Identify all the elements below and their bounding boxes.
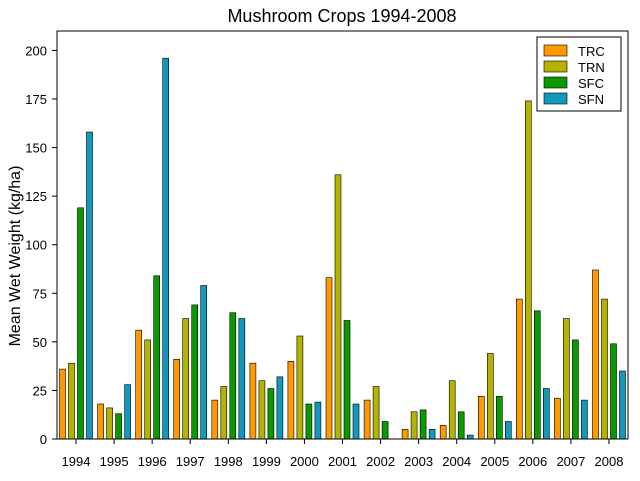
bar-sfn-1997 bbox=[200, 285, 207, 440]
bar-sfc-2006 bbox=[533, 310, 541, 440]
bar-sfc-2005 bbox=[495, 395, 503, 440]
chart-title: Mushroom Crops 1994-2008 bbox=[227, 6, 456, 26]
bar-trn-2003 bbox=[410, 411, 418, 440]
bar-sfc-1998 bbox=[229, 312, 237, 440]
bar-sfn-2005 bbox=[504, 421, 512, 440]
x-tick-label: 1997 bbox=[176, 454, 205, 469]
bar-sfc-2003 bbox=[419, 409, 427, 440]
bar-trn-2006 bbox=[524, 100, 532, 440]
bar-trc-1994 bbox=[59, 368, 66, 440]
x-tick-label: 2003 bbox=[404, 454, 433, 469]
x-tick-label: 2004 bbox=[442, 454, 471, 469]
bar-trc-1995 bbox=[97, 403, 104, 440]
bar-sfc-2002 bbox=[381, 421, 389, 440]
bar-trn-2004 bbox=[448, 380, 456, 440]
bar-trc-1997 bbox=[173, 358, 180, 440]
bar-sfn-2001 bbox=[352, 403, 360, 440]
y-tick-label: 50 bbox=[33, 335, 47, 350]
y-tick-label: 125 bbox=[25, 189, 47, 204]
bar-sfn-2004 bbox=[466, 434, 474, 440]
bar-trc-2005 bbox=[477, 395, 485, 440]
bar-trn-1996 bbox=[144, 339, 151, 440]
bar-trn-1999 bbox=[258, 380, 266, 440]
bar-trc-2001 bbox=[325, 277, 333, 440]
bar-trn-2005 bbox=[486, 353, 494, 440]
bar-trc-1996 bbox=[135, 329, 142, 440]
legend-swatch-sfn bbox=[543, 92, 568, 105]
legend-swatch-trn bbox=[543, 60, 568, 73]
bar-sfc-2004 bbox=[457, 411, 465, 440]
bar-trn-2007 bbox=[563, 318, 570, 440]
bar-trc-1999 bbox=[249, 362, 257, 440]
x-tick-label: 2005 bbox=[480, 454, 509, 469]
bar-sfc-2000 bbox=[305, 403, 313, 440]
bar-trn-1995 bbox=[106, 407, 113, 440]
bar-trc-1998 bbox=[211, 399, 219, 440]
bar-sfc-2001 bbox=[343, 320, 351, 440]
bar-sfn-2008 bbox=[619, 370, 626, 440]
plot-frame bbox=[56, 30, 629, 440]
bar-trn-2002 bbox=[372, 386, 380, 440]
bar-trn-2008 bbox=[601, 298, 608, 440]
x-tick-label: 1994 bbox=[62, 454, 91, 469]
bar-sfc-2007 bbox=[572, 339, 579, 440]
bar-sfn-2000 bbox=[314, 401, 322, 440]
bar-sfn-2007 bbox=[581, 399, 588, 440]
y-axis-label: Mean Wet Weight (kg/ha) bbox=[7, 166, 24, 347]
bar-sfn-2006 bbox=[542, 388, 550, 440]
x-tick-label: 1998 bbox=[214, 454, 243, 469]
y-tick-label: 200 bbox=[25, 43, 47, 58]
bar-trc-2002 bbox=[363, 399, 371, 440]
x-tick-label: 2007 bbox=[556, 454, 585, 469]
bar-trc-2003 bbox=[401, 428, 409, 440]
bar-trn-1994 bbox=[68, 362, 75, 440]
x-tick-label: 1996 bbox=[138, 454, 167, 469]
legend-label-trn: TRN bbox=[578, 60, 605, 75]
bar-trc-2004 bbox=[439, 425, 447, 440]
bar-trc-2007 bbox=[554, 397, 561, 440]
y-tick-label: 25 bbox=[33, 383, 47, 398]
bar-trc-2006 bbox=[515, 298, 523, 440]
x-tick-label: 1999 bbox=[252, 454, 281, 469]
y-tick-label: 75 bbox=[33, 286, 47, 301]
legend-swatch-trc bbox=[543, 44, 568, 57]
bar-sfn-1995 bbox=[124, 384, 131, 440]
bar-sfn-1998 bbox=[238, 318, 246, 440]
bar-sfc-1999 bbox=[267, 388, 275, 440]
bar-sfn-1996 bbox=[162, 57, 169, 440]
bar-sfc-2008 bbox=[610, 343, 617, 440]
y-tick-label: 150 bbox=[25, 141, 47, 156]
bar-trn-1998 bbox=[220, 386, 228, 440]
bar-trc-2000 bbox=[287, 360, 295, 440]
x-tick-label: 2008 bbox=[595, 454, 624, 469]
legend-swatch-sfc bbox=[543, 76, 568, 89]
y-tick-label: 100 bbox=[25, 238, 47, 253]
legend-label-sfc: SFC bbox=[578, 76, 604, 91]
x-tick-label: 2006 bbox=[518, 454, 547, 469]
x-tick-label: 2002 bbox=[366, 454, 395, 469]
bar-trn-2001 bbox=[334, 174, 342, 440]
x-tick-label: 1995 bbox=[100, 454, 129, 469]
bar-sfc-1997 bbox=[191, 304, 198, 440]
x-tick-label: 2000 bbox=[290, 454, 319, 469]
bar-sfn-2003 bbox=[428, 428, 436, 440]
bar-sfn-1999 bbox=[276, 376, 284, 440]
y-tick-label: 0 bbox=[40, 432, 47, 447]
bar-sfn-1994 bbox=[86, 131, 93, 440]
legend-label-trc: TRC bbox=[578, 44, 605, 59]
axis-layer: 1994 1995 1996 1997 1998 1999 2000 2001 2002 2003… bbox=[25, 30, 629, 469]
bar-trn-2000 bbox=[296, 335, 304, 440]
bar-sfc-1995 bbox=[115, 413, 122, 440]
bar-trn-1997 bbox=[182, 318, 189, 440]
bar-trc-2008 bbox=[592, 269, 599, 440]
y-tick-label: 175 bbox=[25, 92, 47, 107]
bars-layer bbox=[59, 57, 626, 440]
bar-sfc-1996 bbox=[153, 275, 160, 440]
x-tick-label: 2001 bbox=[328, 454, 357, 469]
bar-sfc-1994 bbox=[77, 207, 84, 440]
legend-label-sfn: SFN bbox=[578, 92, 604, 107]
